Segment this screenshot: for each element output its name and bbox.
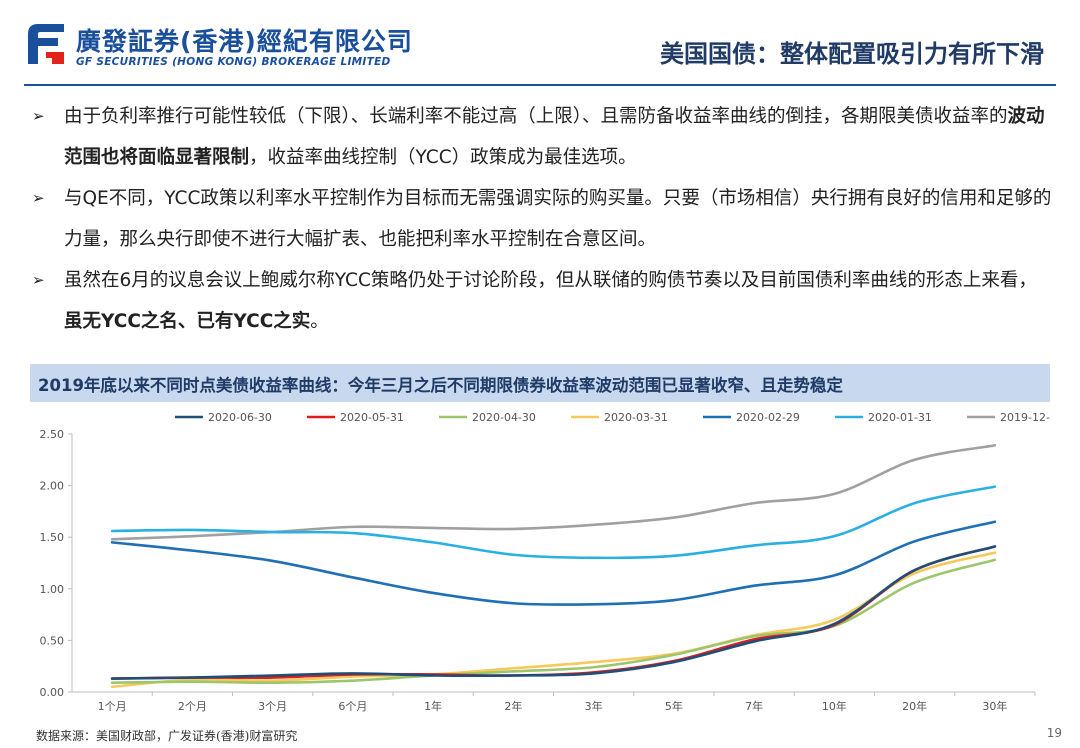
page-title: 美国国债：整体配置吸引力有所下滑 bbox=[660, 40, 1044, 68]
page-number: 19 bbox=[1046, 726, 1062, 740]
legend-label: 2019-12-31 bbox=[1000, 411, 1050, 424]
legend-label: 2020-04-30 bbox=[472, 411, 536, 424]
bullet-list: ➢ 由于负利率推行可能性较低（下限）、长端利率不能过高（上限）、且需防备收益率曲… bbox=[30, 96, 1055, 342]
y-tick-label: 2.50 bbox=[40, 428, 65, 441]
gf-logo-icon bbox=[28, 24, 64, 64]
x-tick-label: 20年 bbox=[902, 699, 927, 713]
x-tick-label: 2年 bbox=[504, 699, 522, 713]
x-tick-label: 2个月 bbox=[178, 700, 207, 713]
bullet-text: 虽然在6月的议息会议上鲍威尔称YCC策略仍处于讨论阶段，但从联储的购债节奏以及目… bbox=[64, 270, 1037, 291]
series-line-2020-01-31 bbox=[110, 485, 997, 560]
y-tick-label: 0.00 bbox=[40, 686, 65, 699]
logo-chinese-name: 廣發証券(香港)經紀有限公司 bbox=[76, 27, 413, 56]
legend-label: 2020-02-29 bbox=[736, 411, 800, 424]
y-tick-label: 1.00 bbox=[40, 583, 65, 596]
arrow-bullet-icon: ➢ bbox=[32, 107, 45, 125]
x-tick-label: 3个月 bbox=[258, 700, 287, 713]
y-tick-label: 0.50 bbox=[40, 634, 65, 647]
legend-label: 2020-01-31 bbox=[868, 411, 932, 424]
bullet-item: ➢ 虽然在6月的议息会议上鲍威尔称YCC策略仍处于讨论阶段，但从联储的购债节奏以… bbox=[30, 260, 1055, 342]
bullet-bold-text: 波动范围也将面临显著限制 bbox=[64, 106, 1045, 168]
series-line-2020-04-30 bbox=[110, 558, 997, 685]
bullet-bold-text: 虽无YCC之名、已有YCC之实 bbox=[64, 311, 311, 332]
x-tick-label: 1个月 bbox=[98, 700, 127, 713]
x-tick-label: 10年 bbox=[822, 699, 847, 713]
x-tick-label: 3年 bbox=[585, 699, 603, 713]
yield-curve-chart: 0.00 0.50 1.00 1.50 2.00 2.50 1个月 2个月 3个月 6个月 1年 2年… bbox=[40, 411, 1051, 713]
source-note: 数据来源：美国财政部，广发证券(香港)财富研究 bbox=[36, 729, 298, 743]
arrow-bullet-icon: ➢ bbox=[32, 189, 45, 207]
header: 廣發証券(香港)經紀有限公司 GF SECURITIES (HONG KONG)… bbox=[0, 0, 1080, 92]
x-tick-label: 7年 bbox=[745, 699, 763, 713]
legend-label: 2020-06-30 bbox=[208, 411, 272, 424]
x-tick-label: 1年 bbox=[424, 699, 442, 713]
y-tick-label: 1.50 bbox=[40, 531, 65, 544]
bullet-item: ➢ 由于负利率推行可能性较低（下限）、长端利率不能过高（上限）、且需防备收益率曲… bbox=[30, 96, 1055, 178]
legend-label: 2020-05-31 bbox=[340, 411, 404, 424]
series-line-2020-02-29 bbox=[110, 520, 997, 606]
x-tick-label: 6个月 bbox=[338, 700, 367, 713]
x-tick-label: 30年 bbox=[982, 699, 1007, 713]
legend-label: 2020-03-31 bbox=[604, 411, 668, 424]
header-divider bbox=[24, 84, 1056, 86]
logo-english-name: GF SECURITIES (HONG KONG) BROKERAGE LIMI… bbox=[76, 56, 391, 68]
x-tick-label: 5年 bbox=[665, 699, 683, 713]
bullet-text: 。 bbox=[310, 311, 329, 332]
bullet-text: 与QE不同，YCC政策以利率水平控制作为目标而无需强调实际的购买量。只要（市场相… bbox=[64, 188, 1052, 250]
series-line-2020-03-31 bbox=[110, 551, 997, 689]
chart-title-banner: 2019年底以来不同时点美债收益率曲线：今年三月之后不同期限债券收益率波动范围已… bbox=[30, 364, 1050, 402]
bullet-text: ，收益率曲线控制（YCC）政策成为最佳选项。 bbox=[249, 147, 637, 168]
y-tick-label: 2.00 bbox=[40, 480, 65, 493]
series-line-2020-06-30 bbox=[110, 545, 997, 680]
arrow-bullet-icon: ➢ bbox=[32, 271, 45, 289]
bullet-item: ➢ 与QE不同，YCC政策以利率水平控制作为目标而无需强调实际的购买量。只要（市… bbox=[30, 178, 1055, 260]
chart-title: 2019年底以来不同时点美债收益率曲线：今年三月之后不同期限债券收益率波动范围已… bbox=[38, 376, 843, 395]
bullet-text: 由于负利率推行可能性较低（下限）、长端利率不能过高（上限）、且需防备收益率曲线的… bbox=[64, 106, 1008, 127]
